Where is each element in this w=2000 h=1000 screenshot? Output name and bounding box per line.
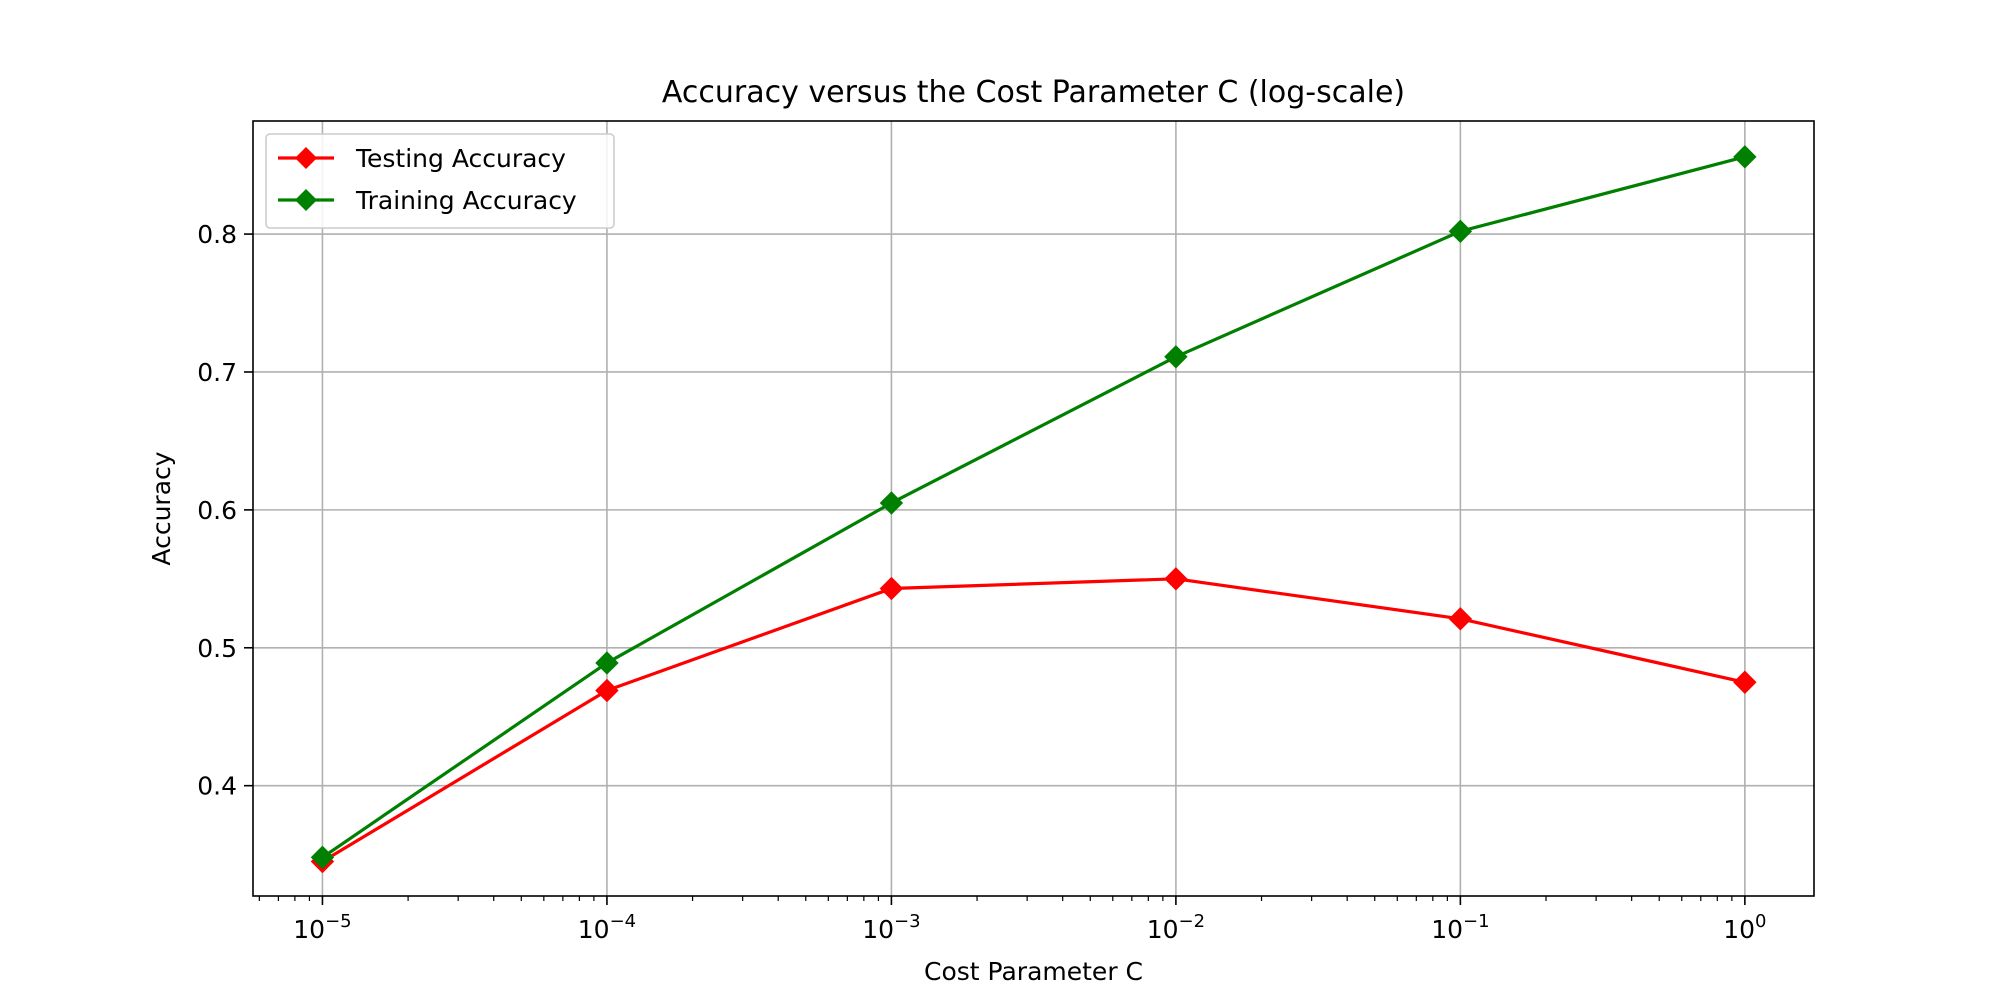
series-layer [310, 145, 1757, 874]
legend-marker [295, 189, 317, 211]
data-point [595, 678, 619, 703]
legend-entry: Training Accuracy [278, 186, 577, 215]
x-tick-label: 10−1 [1431, 911, 1489, 944]
y-tick-label: 0.4 [197, 772, 237, 801]
data-point [879, 491, 904, 515]
legend-label: Testing Accuracy [355, 144, 566, 173]
y-tick-label: 0.8 [197, 220, 237, 249]
y-tick-label: 0.7 [197, 358, 237, 387]
data-point [595, 651, 619, 675]
y-axis-label: Accuracy [147, 451, 176, 565]
y-tick-label: 0.5 [197, 634, 237, 663]
data-point [879, 576, 904, 601]
series-line [321, 577, 1746, 863]
data-point [1448, 219, 1473, 244]
series-testing-accuracy [310, 567, 1757, 874]
data-point [1164, 345, 1188, 369]
data-point [1448, 607, 1473, 631]
series-training-accuracy [310, 145, 1757, 870]
data-point [1164, 567, 1188, 591]
x-tick-label: 10−5 [293, 911, 351, 944]
legend-label: Training Accuracy [355, 186, 577, 215]
x-tick-label: 10−4 [578, 911, 636, 944]
x-minor-ticks [258, 896, 1733, 901]
x-tick-label: 10−3 [862, 911, 920, 944]
legend-box [265, 133, 615, 229]
legend-marker [295, 147, 317, 169]
data-point [310, 845, 335, 870]
data-point [1733, 670, 1757, 694]
data-point [1733, 145, 1757, 169]
x-tick-label: 100 [1723, 911, 1766, 944]
legend-entry: Testing Accuracy [278, 144, 566, 173]
plot-frame [252, 120, 1815, 897]
chart-title: Accuracy versus the Cost Parameter C (lo… [662, 75, 1405, 110]
x-axis-label: Cost Parameter C [924, 957, 1143, 986]
y-tick-label: 0.6 [197, 496, 237, 525]
x-tick-label: 10−2 [1147, 911, 1205, 944]
series-line [321, 155, 1746, 859]
axis-ticks: 10−5 10−4 10−3 10−2 10−1 100 0.4 0.5 0.6 0.7 0.8 [197, 220, 1766, 944]
legend: Testing Accuracy Training Accuracy [265, 133, 615, 229]
